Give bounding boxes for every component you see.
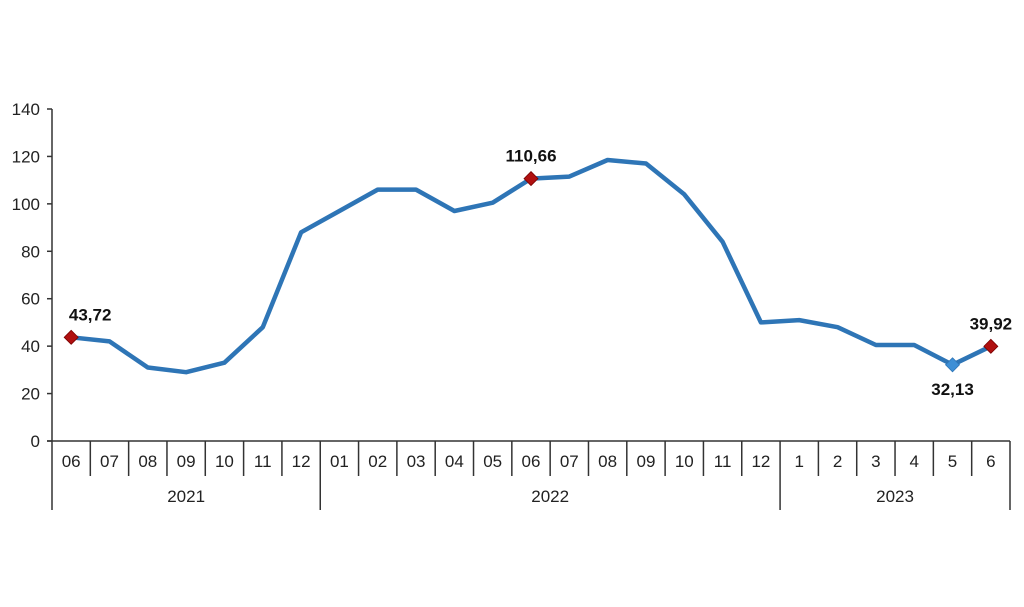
x-category-label: 04 (445, 452, 464, 471)
diamond-marker-icon (983, 338, 999, 354)
x-category-label: 02 (368, 452, 387, 471)
x-category-label: 09 (177, 452, 196, 471)
data-annotations: 43,72 110,66 32,13 39,92 (63, 147, 1013, 399)
y-tick-label: 0 (31, 432, 40, 451)
x-category-label: 10 (215, 452, 234, 471)
x-category-label: 11 (254, 452, 272, 471)
x-category-label: 01 (330, 452, 349, 471)
x-category-label: 10 (675, 452, 694, 471)
x-category-label: 12 (751, 452, 770, 471)
x-year-label: 2023 (876, 487, 914, 506)
x-category-label: 08 (138, 452, 157, 471)
x-category-label: 07 (560, 452, 579, 471)
x-category-label: 6 (986, 452, 995, 471)
diamond-marker-icon (944, 357, 961, 373)
x-category-label: 3 (871, 452, 880, 471)
y-tick-label: 140 (12, 100, 40, 119)
y-tick-label: 20 (21, 385, 40, 404)
y-tick-label: 40 (21, 337, 40, 356)
series-line (68, 157, 994, 375)
data-point-label: 39,92 (970, 314, 1013, 333)
x-category-label: 2 (833, 452, 842, 471)
x-category-label: 07 (100, 452, 119, 471)
x-category-label: 12 (292, 452, 311, 471)
y-tick-label: 60 (21, 290, 40, 309)
x-category-label: 1 (795, 452, 804, 471)
y-tick-label: 120 (12, 147, 40, 166)
x-category-label: 03 (407, 452, 426, 471)
x-axis: 06 07 08 09 10 11 12 01 02 03 04 05 06 07 08 09 10 11 12 1 2… (47, 440, 1011, 510)
data-series (68, 157, 994, 375)
x-category-label: 08 (598, 452, 617, 471)
data-point-label: 32,13 (931, 380, 974, 399)
x-category-label: 4 (909, 452, 918, 471)
y-axis: 0 20 40 60 80 100 120 140 (12, 100, 53, 451)
data-point-label: 43,72 (69, 305, 112, 324)
x-category-label: 11 (714, 452, 732, 471)
x-year-label: 2021 (167, 487, 205, 506)
diamond-marker-icon (63, 329, 79, 345)
y-tick-label: 100 (12, 195, 40, 214)
x-category-label: 09 (636, 452, 655, 471)
diamond-marker-icon (523, 171, 539, 187)
data-point-label: 110,66 (505, 147, 556, 166)
x-category-label: 06 (522, 452, 541, 471)
x-category-label: 05 (483, 452, 502, 471)
y-tick-label: 80 (21, 242, 40, 261)
x-category-label: 06 (62, 452, 81, 471)
x-year-label: 2022 (531, 487, 569, 506)
x-category-label: 5 (948, 452, 957, 471)
